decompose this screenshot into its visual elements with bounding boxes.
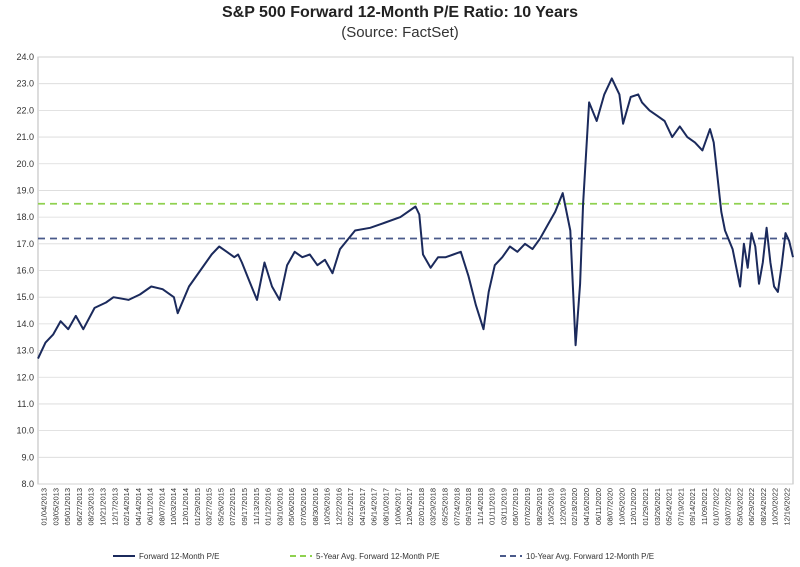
- x-tick-label: 10/21/2013: [99, 488, 108, 526]
- legend-label-10yr: 10-Year Avg. Forward 12-Month P/E: [526, 552, 654, 561]
- x-tick-label: 11/13/2015: [252, 488, 261, 525]
- x-tick-label: 08/29/2019: [535, 488, 544, 526]
- x-tick-label: 05/03/2022: [735, 488, 744, 526]
- x-tick-label: 09/14/2021: [688, 488, 697, 526]
- x-tick-label: 02/14/2014: [122, 488, 131, 526]
- x-tick-label: 06/11/2020: [594, 488, 603, 525]
- x-tick-label: 08/10/2017: [382, 488, 391, 526]
- x-tick-label: 07/22/2015: [228, 488, 237, 526]
- x-tick-label: 11/09/2021: [700, 488, 709, 525]
- x-tick-label: 04/16/2020: [582, 488, 591, 526]
- y-axis-ticks: 8.0 9.0 10.0 11.0 12.0 13.0 14.0 15.0 16.0 17.0 18…: [16, 52, 34, 489]
- x-tick-label: 01/11/2019: [488, 488, 497, 525]
- x-tick-label: 02/01/2018: [417, 488, 426, 526]
- y-tick-label: 21.0: [16, 132, 34, 142]
- x-tick-label: 12/01/2020: [629, 488, 638, 526]
- average-lines: [38, 202, 793, 240]
- y-tick-label: 10.0: [16, 426, 34, 436]
- x-tick-label: 03/11/2019: [500, 488, 509, 525]
- x-tick-label: 07/24/2018: [452, 488, 461, 526]
- pe-series-line: [37, 77, 794, 360]
- x-tick-label: 12/20/2019: [558, 488, 567, 526]
- x-tick-label: 10/03/2014: [169, 488, 178, 526]
- x-tick-label: 03/07/2022: [724, 488, 733, 526]
- x-tick-label: 01/07/2022: [712, 488, 721, 526]
- y-tick-label: 22.0: [16, 105, 34, 115]
- x-tick-label: 06/27/2013: [75, 488, 84, 526]
- x-tick-label: 10/26/2016: [323, 488, 332, 526]
- y-tick-label: 19.0: [16, 185, 34, 195]
- x-tick-label: 10/25/2019: [547, 488, 556, 526]
- x-tick-label: 05/24/2021: [665, 488, 674, 526]
- x-tick-label: 02/18/2020: [570, 488, 579, 526]
- y-tick-label: 23.0: [16, 79, 34, 89]
- x-tick-label: 05/01/2013: [63, 488, 72, 526]
- legend-label-5yr: 5-Year Avg. Forward 12-Month P/E: [316, 552, 440, 561]
- x-tick-label: 06/14/2017: [370, 488, 379, 526]
- x-tick-label: 02/21/2017: [346, 488, 355, 526]
- y-tick-label: 12.0: [16, 372, 34, 382]
- x-tick-label: 08/07/2014: [157, 488, 166, 526]
- y-tick-label: 20.0: [16, 159, 34, 169]
- x-tick-label: 05/26/2015: [216, 488, 225, 526]
- x-tick-label: 10/05/2020: [617, 488, 626, 526]
- y-tick-label: 15.0: [16, 292, 34, 302]
- x-tick-label: 03/27/2015: [205, 488, 214, 526]
- x-tick-label: 04/19/2017: [358, 488, 367, 526]
- chart-subtitle: (Source: FactSet): [341, 24, 459, 41]
- x-tick-label: 07/02/2019: [523, 488, 532, 526]
- x-tick-label: 11/14/2018: [476, 488, 485, 525]
- x-tick-label: 07/05/2016: [299, 488, 308, 526]
- y-tick-label: 18.0: [16, 212, 34, 222]
- x-tick-label: 05/25/2018: [441, 488, 450, 526]
- x-tick-label: 12/04/2017: [405, 488, 414, 526]
- y-tick-label: 24.0: [16, 52, 34, 62]
- x-tick-label: 12/17/2013: [110, 488, 119, 526]
- x-tick-label: 01/04/2013: [40, 488, 49, 526]
- x-tick-label: 06/11/2014: [146, 488, 155, 525]
- x-tick-label: 08/07/2020: [606, 488, 615, 526]
- x-tick-label: 09/17/2015: [240, 488, 249, 526]
- y-tick-label: 16.0: [16, 266, 34, 276]
- x-tick-label: 10/20/2022: [771, 488, 780, 526]
- x-tick-label: 10/06/2017: [393, 488, 402, 526]
- x-tick-label: 05/06/2016: [287, 488, 296, 526]
- x-tick-label: 12/22/2016: [334, 488, 343, 526]
- x-tick-label: 01/29/2021: [641, 488, 650, 526]
- chart-title: S&P 500 Forward 12-Month P/E Ratio: 10 Y…: [222, 4, 578, 21]
- series-layer: [37, 77, 794, 360]
- x-tick-label: 08/24/2022: [759, 488, 768, 526]
- x-tick-label: 01/29/2015: [193, 488, 202, 526]
- x-tick-label: 03/26/2021: [653, 488, 662, 526]
- y-tick-label: 8.0: [21, 479, 34, 489]
- x-tick-label: 01/12/2016: [264, 488, 273, 526]
- grid-layer: [38, 56, 793, 485]
- y-tick-label: 11.0: [17, 399, 34, 409]
- x-tick-label: 12/01/2014: [181, 488, 190, 526]
- x-tick-label: 07/19/2021: [676, 488, 685, 526]
- x-tick-label: 03/29/2018: [429, 488, 438, 526]
- x-tick-label: 06/29/2022: [747, 488, 756, 526]
- x-tick-label: 08/23/2013: [87, 488, 96, 526]
- x-tick-label: 09/19/2018: [464, 488, 473, 526]
- y-tick-label: 14.0: [16, 319, 34, 329]
- legend-label-pe: Forward 12-Month P/E: [139, 552, 219, 561]
- x-tick-label: 08/30/2016: [311, 488, 320, 526]
- x-tick-label: 12/16/2022: [783, 488, 792, 526]
- x-axis-ticks: 01/04/2013 03/05/2013 05/01/2013 06/27/2013…: [40, 488, 792, 526]
- y-tick-label: 13.0: [16, 346, 34, 356]
- x-tick-label: 04/14/2014: [134, 488, 143, 526]
- x-tick-label: 03/05/2013: [51, 488, 60, 526]
- x-tick-label: 03/10/2016: [275, 488, 284, 526]
- y-tick-label: 9.0: [21, 452, 34, 462]
- x-tick-label: 05/07/2019: [511, 488, 520, 526]
- legend: Forward 12-Month P/E 5-Year Avg. Forward …: [113, 552, 654, 561]
- y-tick-label: 17.0: [16, 239, 34, 249]
